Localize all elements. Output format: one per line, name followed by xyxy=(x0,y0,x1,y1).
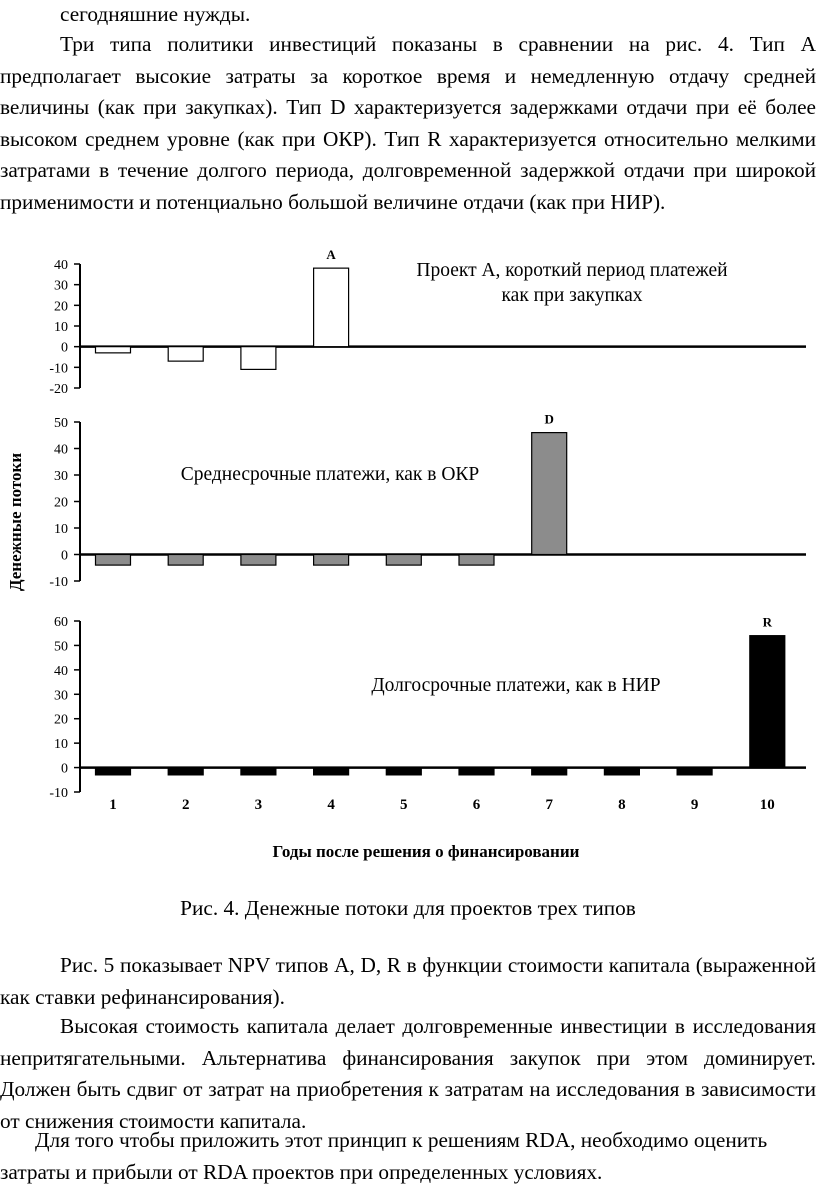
figure-caption: Рис. 4. Денежные потоки для проектов тре… xyxy=(180,896,636,920)
bar-D-3 xyxy=(240,553,277,566)
chart-panel-D: 50 40 30 20 10 0 -10 D Среднесрочные платежи, ка… xyxy=(49,412,806,590)
y-tick-label: 40 xyxy=(54,443,68,458)
bar-R-8 xyxy=(603,766,641,776)
y-tick-label: 40 xyxy=(54,258,68,273)
y-tick-label: 50 xyxy=(54,416,68,431)
bar-D-4 xyxy=(313,553,350,566)
y-tick-label: 30 xyxy=(54,469,68,484)
y-tick-label: 0 xyxy=(61,341,68,356)
paragraph-intro-tail: сегодняшние нужды. xyxy=(60,2,251,26)
bar-R-6 xyxy=(458,766,495,776)
y-tick-label: 10 xyxy=(54,522,68,537)
y-tick-label: -10 xyxy=(49,575,68,590)
x-tick-label: 4 xyxy=(327,797,335,813)
x-tick-label: 7 xyxy=(545,797,553,813)
paragraph-capital-cost: Высокая стоимость капитала делает долгов… xyxy=(0,1014,816,1133)
series-label-A: A xyxy=(326,247,336,262)
bar-D-1 xyxy=(94,553,132,566)
bar-R-3 xyxy=(240,766,277,776)
x-tick-label: 8 xyxy=(618,797,626,813)
bar-R-5 xyxy=(385,766,422,776)
panel-annotation-R: Долгосрочные платежи, как в НИР xyxy=(371,675,660,696)
y-tick-label: 20 xyxy=(54,299,68,314)
bar-R-10 xyxy=(749,635,786,769)
series-label-D: D xyxy=(545,412,554,427)
chart-panel-A: 40 30 20 10 0 -10 -20 A Проект А, короткий перио… xyxy=(49,247,806,397)
y-tick-label: 20 xyxy=(54,713,68,728)
y-tick-label: 0 xyxy=(61,762,68,777)
y-tick-label: -20 xyxy=(49,382,68,397)
paragraph-rda: Для того чтобы приложить этот принцип к … xyxy=(0,1128,768,1184)
x-axis-label: Годы после решения о финансировании xyxy=(273,842,580,861)
x-tick-label: 10 xyxy=(760,797,775,813)
y-tick-label: 30 xyxy=(54,279,68,294)
chart-panels: 40 30 20 10 0 -10 -20 A Проект А, короткий перио… xyxy=(49,247,806,801)
x-tick-label: 6 xyxy=(473,797,481,813)
x-tick-label: 9 xyxy=(691,797,699,813)
bar-R-1 xyxy=(94,766,132,776)
bar-A-3 xyxy=(240,346,277,370)
bar-A-1 xyxy=(94,346,132,354)
y-tick-label: 50 xyxy=(54,639,68,654)
x-tick-labels: 1 2 3 4 5 6 7 8 9 10 xyxy=(109,797,775,813)
y-tick-label: 30 xyxy=(54,688,68,703)
paragraph-npv: Рис. 5 показывает NPV типов A, D, R в фу… xyxy=(0,953,816,1009)
paragraph-investment-types: Три типа политики инвестиций показаны в … xyxy=(0,32,816,214)
x-tick-label: 2 xyxy=(182,797,190,813)
panel-annotation-A: Проект А, короткий период платежей как пр… xyxy=(416,260,727,306)
y-tick-label: -10 xyxy=(49,786,68,801)
bar-R-9 xyxy=(676,766,713,776)
chart-panel-R: 60 50 40 30 20 10 0 -10 R Долгосрочные платежи, к… xyxy=(49,615,806,801)
bar-A-2 xyxy=(167,346,204,362)
bar-R-4 xyxy=(313,766,350,776)
y-tick-label: 0 xyxy=(61,549,68,564)
x-tick-label: 3 xyxy=(255,797,263,813)
y-tick-label: 10 xyxy=(54,737,68,752)
series-label-R: R xyxy=(763,615,773,630)
bar-D-6 xyxy=(458,553,495,566)
y-tick-label: 60 xyxy=(54,615,68,630)
bar-R-7 xyxy=(531,766,568,776)
y-tick-label: -10 xyxy=(49,361,68,376)
bar-R-2 xyxy=(167,766,204,776)
y-axis-label: Денежные потоки xyxy=(6,453,25,591)
y-tick-label: 40 xyxy=(54,664,68,679)
x-tick-label: 5 xyxy=(400,797,408,813)
bar-D-5 xyxy=(385,553,422,566)
x-tick-label: 1 xyxy=(109,797,117,813)
bar-A-4 xyxy=(313,267,350,348)
y-tick-label: 20 xyxy=(54,496,68,511)
panel-annotation-D: Среднесрочные платежи, как в ОКР xyxy=(181,464,480,485)
bar-D-7 xyxy=(531,432,568,556)
y-tick-label: 10 xyxy=(54,320,68,335)
bar-D-2 xyxy=(167,553,204,566)
